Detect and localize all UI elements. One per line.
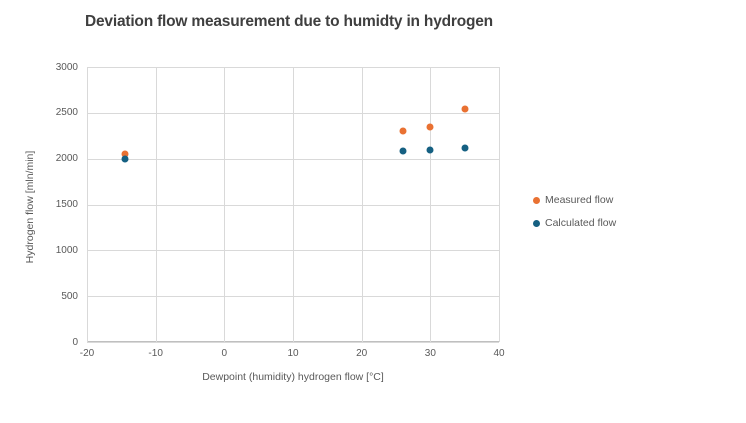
y-axis-tick-label: 3000 xyxy=(55,61,78,73)
vertical-gridline xyxy=(430,67,431,342)
x-axis-tick-label: 30 xyxy=(424,348,436,359)
legend-label-measured-flow: Measured flow xyxy=(545,194,614,206)
y-axis-tick-label: 0 xyxy=(72,336,78,348)
chart-title: Deviation flow measurement due to humidt… xyxy=(85,13,493,30)
horizontal-gridline xyxy=(87,296,499,297)
x-axis-tick-label: 40 xyxy=(493,348,505,359)
horizontal-gridline xyxy=(87,67,499,68)
data-point-calculated-flow xyxy=(426,146,434,154)
legend: Measured flow Calculated flow xyxy=(533,194,616,229)
vertical-gridline xyxy=(224,67,225,342)
y-axis-tick-label: 1500 xyxy=(55,199,78,210)
plot-area xyxy=(87,67,500,343)
data-point-measured-flow xyxy=(461,105,469,113)
data-point-measured-flow xyxy=(399,127,407,135)
x-axis-tick-label: -20 xyxy=(79,348,95,359)
horizontal-gridline xyxy=(87,205,499,206)
y-axis-tick-label: 500 xyxy=(61,290,78,302)
data-point-calculated-flow xyxy=(399,147,407,155)
data-point-measured-flow xyxy=(426,123,434,131)
horizontal-gridline xyxy=(87,250,499,251)
x-axis-tick-label: 0 xyxy=(221,348,228,359)
vertical-gridline xyxy=(156,67,157,342)
vertical-gridline xyxy=(87,67,88,342)
y-axis-tick-label: 1000 xyxy=(55,244,78,256)
vertical-gridline xyxy=(499,67,500,342)
x-axis-title: Dewpoint (humidity) hydrogen flow [°C] xyxy=(202,371,384,383)
legend-item-calculated-flow: Calculated flow xyxy=(533,217,616,229)
horizontal-gridline xyxy=(87,159,499,160)
y-axis-tick-label: 2000 xyxy=(55,153,78,165)
x-axis-tick-label: 20 xyxy=(356,348,368,359)
vertical-gridline xyxy=(362,67,363,342)
legend-item-measured-flow: Measured flow xyxy=(533,194,616,206)
horizontal-gridline xyxy=(87,113,499,114)
data-point-calculated-flow xyxy=(461,144,469,152)
legend-label-calculated-flow: Calculated flow xyxy=(545,217,617,229)
legend-marker-calculated-flow-icon xyxy=(533,219,540,227)
x-axis-tick-label: -10 xyxy=(148,348,163,359)
data-point-measured-flow xyxy=(121,150,129,158)
y-axis-tick-label: 2500 xyxy=(55,107,78,119)
horizontal-gridline xyxy=(87,342,499,343)
y-axis-title: Hydrogen flow [mln/min] xyxy=(24,150,36,264)
legend-marker-measured-flow-icon xyxy=(533,196,540,204)
data-point-calculated-flow xyxy=(121,155,129,163)
x-axis-tick-label: 10 xyxy=(287,348,299,359)
vertical-gridline xyxy=(293,67,294,342)
